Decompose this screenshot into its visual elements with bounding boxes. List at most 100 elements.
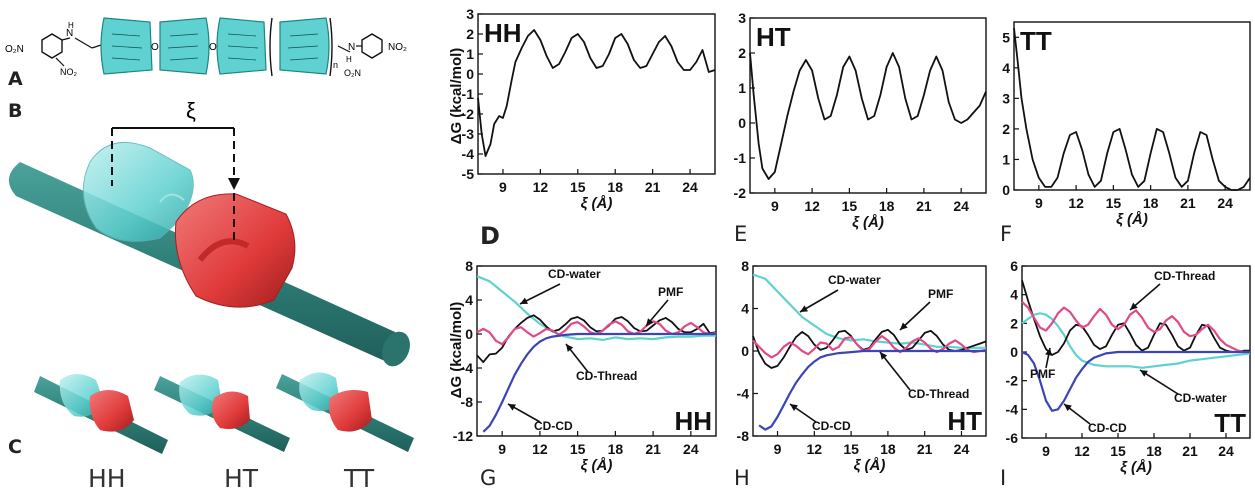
y-tick-label: -1 xyxy=(462,86,475,102)
annotation-cd-cd: CD-CD xyxy=(1088,421,1127,435)
x-tick-label: 21 xyxy=(1182,443,1198,459)
annotation-pmf: PMF xyxy=(1030,367,1055,381)
annotation-cd-thread: CD-Thread xyxy=(908,387,969,401)
series-pmf-line xyxy=(477,29,716,157)
x-tick-label: 21 xyxy=(645,179,661,195)
annotation-arrowhead xyxy=(1130,302,1138,310)
panel-letter-b: B xyxy=(8,100,23,122)
annotation-arrowhead xyxy=(566,344,574,352)
panel-tag: HT xyxy=(756,22,791,52)
chem-no2-left: O₂N xyxy=(5,44,24,55)
x-tick-label: 18 xyxy=(607,179,623,195)
x-axis-label: ξ (Å) xyxy=(1116,211,1148,228)
x-tick-label: 9 xyxy=(774,441,782,457)
annotation-pmf: PMF xyxy=(658,285,683,299)
y-tick-label: 0 xyxy=(1010,344,1018,360)
panel-letter-e: E xyxy=(734,222,748,246)
y-tick-label: -1 xyxy=(734,150,747,166)
y-tick-label: -3 xyxy=(462,126,475,142)
annotation-cd-water: CD-water xyxy=(548,267,601,281)
y-tick-label: 3 xyxy=(738,10,746,26)
chem-o-2: O xyxy=(209,42,217,53)
y-tick-label: -6 xyxy=(1006,430,1019,446)
y-tick-label: 4 xyxy=(741,301,749,317)
annotation-cd-cd: CD-CD xyxy=(812,419,851,433)
y-tick-label: 1 xyxy=(1002,151,1010,167)
x-tick-label: 15 xyxy=(843,441,859,457)
chem-no2-right: NO₂ xyxy=(388,42,407,53)
x-tick-label: 18 xyxy=(879,198,895,214)
panel-letter-c: C xyxy=(8,436,22,458)
annotation-arrow xyxy=(799,289,839,313)
x-tick-label: 24 xyxy=(1218,443,1234,459)
y-tick-label: -2 xyxy=(462,106,475,122)
x-tick-label: 18 xyxy=(1146,443,1162,459)
x-tick-label: 24 xyxy=(954,441,970,457)
y-tick-label: 3 xyxy=(1002,90,1010,106)
x-axis-label: ξ (Å) xyxy=(854,457,886,474)
x-tick-label: 9 xyxy=(1042,443,1050,459)
plot-frame xyxy=(749,17,987,194)
series-pmf xyxy=(1021,280,1250,356)
x-tick-label: 9 xyxy=(499,179,507,195)
annotation-arrowhead xyxy=(800,305,808,312)
y-tick-label: -5 xyxy=(462,166,475,182)
y-tick-label: 4 xyxy=(1002,60,1010,76)
chem-n-right: N xyxy=(348,42,355,53)
panel-letter-h: H xyxy=(734,466,750,490)
label-ht: HT xyxy=(224,464,259,493)
plot-frame xyxy=(476,265,717,437)
y-tick-label: 6 xyxy=(1010,258,1018,274)
y-tick-label: -12 xyxy=(453,428,473,444)
series-cd-thread xyxy=(1021,301,1250,354)
x-tick-label: 21 xyxy=(917,441,933,457)
panel-tag: HH xyxy=(484,18,522,48)
label-hh: HH xyxy=(88,464,126,493)
y-tick-label: 2 xyxy=(1002,121,1010,137)
y-tick-label: 4 xyxy=(465,292,473,308)
rotaxane-large: ξ xyxy=(8,98,410,367)
series-cd-cd xyxy=(1021,350,1250,412)
y-tick-label: 5 xyxy=(1002,29,1010,45)
annotation-pmf: PMF xyxy=(928,287,953,301)
panel-letter-f: F xyxy=(1000,222,1013,246)
x-tick-label: 12 xyxy=(533,179,549,195)
xi-symbol: ξ xyxy=(186,98,196,123)
chem-o-1: O xyxy=(151,42,159,53)
x-axis-label: ξ (Å) xyxy=(581,195,613,212)
x-tick-label: 12 xyxy=(807,441,823,457)
chart-h: -8 -4 0 4 8 9 12 15 18 21 24 ξ (Å) HT CD-water PMF CD-T… xyxy=(737,258,987,474)
y-tick-label: -8 xyxy=(737,428,750,444)
panel-letter-i: I xyxy=(1000,466,1007,490)
panel-tag: HT xyxy=(947,406,982,436)
x-tick-label: 15 xyxy=(570,441,586,457)
annotation-arrow xyxy=(1139,369,1179,395)
panel-tag: TT xyxy=(1020,26,1052,56)
y-tick-label: 2 xyxy=(466,26,474,42)
chem-structure: O₂N N H NO₂ O O xyxy=(5,17,407,78)
chart-g: -12 -8 -4 0 4 8 9 12 15 18 21 24 ξ (Å) HH CD-water PMF C… xyxy=(453,258,717,474)
x-tick-label: 18 xyxy=(1143,195,1159,211)
y-tick-label: 3 xyxy=(466,6,474,22)
series-cd-thread xyxy=(476,320,717,346)
x-tick-label: 15 xyxy=(842,198,858,214)
y-tick-label: 0 xyxy=(465,326,473,342)
y-tick-label: 0 xyxy=(741,343,749,359)
x-tick-label: 9 xyxy=(1035,195,1043,211)
schematic-illustration: O₂N N H NO₂ O O xyxy=(5,17,414,454)
x-tick-label: 21 xyxy=(1180,195,1196,211)
rotaxane-tt xyxy=(276,372,414,452)
series-pmf-line xyxy=(749,52,987,180)
x-tick-label: 24 xyxy=(682,179,698,195)
y-tick-label: -4 xyxy=(737,386,750,402)
y-axis-label: ΔG (kcal/mol) xyxy=(448,48,465,145)
y-tick-label: -2 xyxy=(1006,373,1019,389)
panel-tag: HH xyxy=(674,406,712,436)
y-axis-label: ΔG (kcal/mol) xyxy=(448,302,465,399)
y-tick-label: -4 xyxy=(1006,401,1019,417)
x-tick-label: 12 xyxy=(1074,443,1090,459)
x-axis-label: ξ (Å) xyxy=(852,214,884,231)
